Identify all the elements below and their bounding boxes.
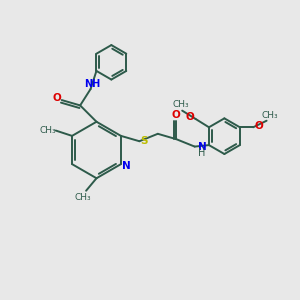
Text: O: O: [52, 93, 61, 103]
Text: O: O: [172, 110, 181, 120]
Text: O: O: [186, 112, 195, 122]
Text: CH₃: CH₃: [172, 100, 189, 109]
Text: CH₃: CH₃: [75, 193, 92, 202]
Text: N: N: [198, 142, 207, 152]
Text: S: S: [140, 136, 148, 146]
Text: CH₃: CH₃: [261, 111, 278, 120]
Text: O: O: [254, 121, 263, 131]
Text: CH₃: CH₃: [39, 126, 56, 135]
Text: H: H: [198, 148, 206, 158]
Text: N: N: [122, 160, 131, 171]
Text: NH: NH: [84, 79, 101, 89]
